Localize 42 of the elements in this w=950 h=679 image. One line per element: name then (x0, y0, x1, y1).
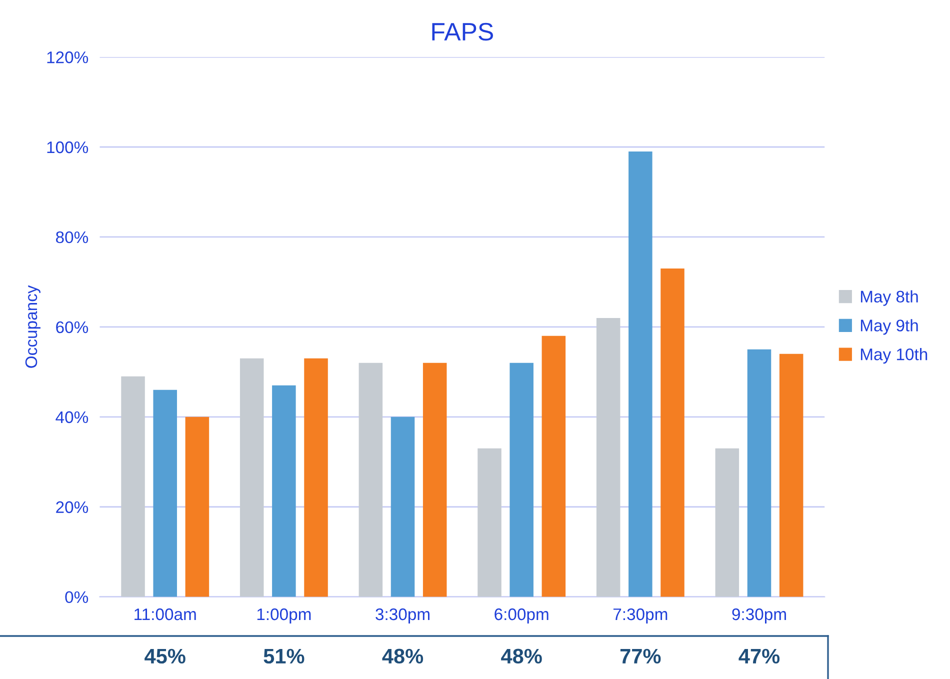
y-axis-title: Occupancy (25, 285, 40, 368)
text: 48% (501, 648, 542, 664)
bar (628, 152, 652, 597)
text: 51% (264, 648, 304, 664)
bar (542, 336, 566, 597)
bar (779, 354, 804, 597)
y-tick-label: 80% (56, 231, 88, 244)
y-tick-label: 100% (47, 141, 88, 154)
x-tick-label: 3:30pm (376, 608, 430, 624)
bar (510, 362, 534, 597)
bar (478, 448, 502, 597)
bar (240, 358, 264, 597)
bar (715, 448, 740, 597)
bar (185, 416, 210, 597)
text: 47% (738, 648, 780, 664)
bar (272, 385, 296, 597)
text: 48% (382, 648, 424, 664)
y-tick-label: 120% (47, 51, 88, 64)
x-tick-label: 9:30pm (732, 608, 786, 624)
legend-label: May 8th (860, 290, 918, 306)
bar (390, 416, 415, 597)
y-tick-label: 0% (65, 591, 88, 604)
bar (422, 362, 447, 597)
bar (596, 318, 620, 597)
y-tick-label: 60% (56, 321, 88, 334)
x-tick-label: 1:00pm (257, 608, 311, 624)
text: 77% (620, 648, 661, 664)
x-tick-label: 11:00am (134, 608, 196, 620)
legend-label: May 9th (860, 319, 918, 335)
bar (304, 358, 328, 597)
y-tick-label: 20% (56, 501, 88, 514)
y-tick-label: 40% (56, 411, 88, 424)
x-tick-label: 7:30pm (613, 608, 668, 624)
text: 45% (144, 648, 186, 664)
bar (660, 268, 684, 597)
bar (747, 349, 772, 597)
bar (153, 390, 177, 597)
bar (121, 376, 145, 597)
chart-title: FAPS (432, 22, 493, 41)
legend-label: May 10th (860, 348, 928, 364)
bar (358, 362, 383, 597)
x-tick-label: 6:00pm (494, 608, 548, 624)
